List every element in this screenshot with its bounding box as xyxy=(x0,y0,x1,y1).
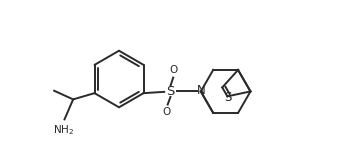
Text: O: O xyxy=(170,65,178,75)
Text: N: N xyxy=(196,84,205,97)
Text: S: S xyxy=(166,85,175,98)
Text: O: O xyxy=(163,107,171,117)
Text: NH$_2$: NH$_2$ xyxy=(53,123,75,137)
Text: S: S xyxy=(224,91,232,104)
